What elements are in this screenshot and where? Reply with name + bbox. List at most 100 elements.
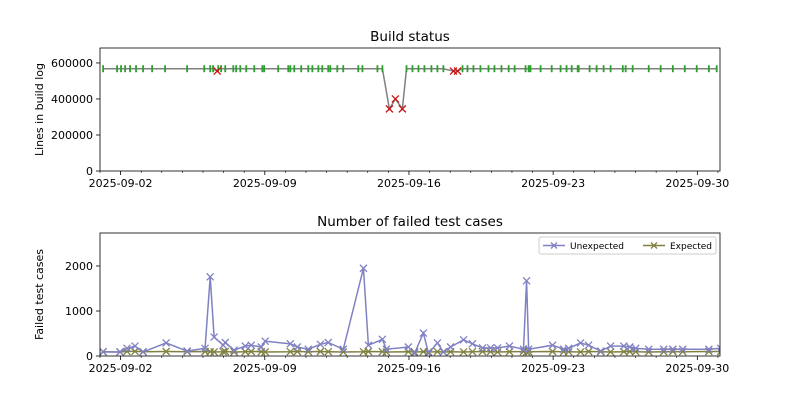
unexpected-point: [286, 339, 295, 348]
x-tick-label: 2025-09-16: [377, 362, 441, 375]
unexpected-point: [668, 345, 677, 354]
unexpected-point: [548, 341, 557, 350]
y-tick-label: 0: [86, 165, 93, 178]
unexpected-point: [584, 341, 593, 350]
unexpected-point: [459, 335, 468, 344]
expected-point: [286, 347, 295, 356]
unexpected-point: [293, 343, 302, 351]
unexpected-point: [486, 343, 495, 352]
x-tick-label: 2025-09-09: [233, 177, 297, 190]
axes-frame: [99, 47, 721, 172]
expected-point: [631, 347, 640, 356]
build-status-chart: Build status Lines in build log 2025-09-02…: [33, 29, 729, 190]
x-tick-label: 2025-09-23: [521, 177, 585, 190]
expected-point: [261, 347, 270, 356]
expected-point: [339, 347, 348, 356]
unexpected-point: [162, 338, 171, 347]
unexpected-point: [524, 345, 533, 354]
unexpected-point: [247, 341, 256, 350]
unexpected-point: [505, 342, 514, 351]
legend-label: Expected: [670, 242, 712, 252]
x-tick-label: 2025-09-09: [233, 362, 297, 375]
unexpected-point: [576, 338, 585, 347]
expected-point: [505, 347, 514, 356]
failure-marker: [398, 104, 407, 113]
build-log-line: [103, 67, 717, 111]
expected-point: [364, 347, 373, 356]
unexpected-point: [419, 329, 428, 338]
expected-point: [316, 347, 325, 356]
expected-point: [221, 347, 230, 356]
unexpected-point: [183, 347, 192, 356]
expected-point: [548, 347, 557, 356]
expected-point: [468, 347, 477, 356]
unexpected-point: [478, 343, 487, 352]
unexpected-point: [625, 343, 634, 351]
legend-box: [538, 236, 717, 255]
expected-point: [478, 347, 487, 356]
expected-point: [219, 347, 228, 356]
unexpected-point: [201, 344, 210, 353]
failure-marker: [385, 104, 394, 113]
unexpected-point: [564, 344, 573, 353]
x-tick-label: 2025-09-30: [665, 177, 729, 190]
unexpected-point: [210, 333, 219, 342]
expected-point: [241, 347, 250, 356]
unexpected-point: [493, 343, 502, 352]
unexpected-point: [716, 344, 720, 353]
unexpected-point: [468, 339, 477, 348]
unexpected-point: [644, 345, 653, 354]
unexpected-line: [103, 268, 720, 355]
chart-title: Number of failed test cases: [317, 214, 503, 230]
y-tick-label: 1000: [65, 305, 93, 318]
expected-point: [584, 347, 593, 356]
y-tick-label: 0: [86, 350, 93, 363]
unexpected-point: [439, 347, 448, 356]
unexpected-point: [596, 347, 605, 356]
unexpected-point: [261, 337, 270, 346]
unexpected-point: [359, 264, 368, 273]
unexpected-point: [304, 345, 313, 354]
unexpected-point: [606, 342, 615, 351]
plot-area: [102, 65, 718, 113]
unexpected-point: [631, 344, 640, 353]
y-tick-label: 200000: [51, 129, 93, 142]
expected-point: [162, 347, 171, 356]
unexpected-point: [116, 347, 124, 356]
unexpected-point: [339, 345, 348, 354]
unexpected-point: [659, 345, 668, 354]
expected-point: [210, 347, 219, 356]
x-tick-label: 2025-09-30: [665, 362, 729, 375]
x-tick-label: 2025-09-23: [521, 362, 585, 375]
unexpected-point: [324, 338, 333, 347]
unexpected-point: [221, 338, 230, 347]
x-tick-label: 2025-09-02: [89, 362, 153, 375]
legend-marker: [550, 242, 558, 249]
unexpected-point: [382, 345, 391, 354]
failure-marker: [453, 67, 462, 76]
expected-point: [433, 347, 442, 356]
unexpected-point: [404, 343, 413, 351]
unexpected-point: [433, 338, 442, 347]
unexpected-point: [704, 345, 713, 354]
failure-marker: [391, 95, 400, 103]
expected-point: [619, 347, 628, 356]
axes-frame: [99, 232, 721, 357]
y-axis-label: Failed test cases: [33, 249, 46, 340]
unexpected-point: [446, 343, 455, 351]
unexpected-point: [678, 345, 687, 354]
chart-title: Build status: [370, 29, 450, 45]
failed-tests-chart: Number of failed test cases Failed test c…: [33, 214, 729, 375]
y-tick-label: 600000: [51, 57, 93, 70]
x-tick-label: 2025-09-02: [89, 177, 153, 190]
unexpected-point: [131, 342, 139, 351]
unexpected-point: [230, 346, 239, 355]
unexpected-point: [100, 347, 108, 356]
unexpected-point: [257, 343, 266, 351]
legend-marker: [650, 242, 658, 249]
expected-point: [459, 347, 468, 356]
plot-area: [100, 264, 720, 356]
unexpected-point: [378, 335, 387, 344]
unexpected-point: [139, 347, 148, 356]
